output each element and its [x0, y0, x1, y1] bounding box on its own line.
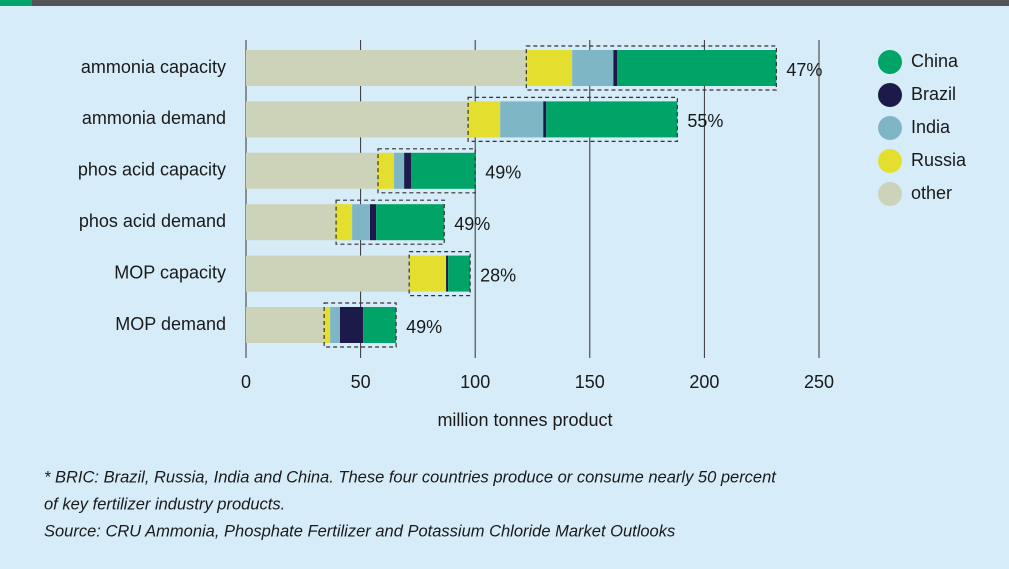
bric-share-label: 49%	[485, 163, 521, 183]
bar-segment	[617, 50, 777, 86]
bar-segment	[330, 307, 340, 343]
top-bar	[0, 0, 1009, 6]
bric-share-label: 55%	[687, 111, 723, 131]
top-accent	[0, 0, 32, 6]
bar-segment	[448, 255, 471, 292]
bar-segment	[246, 307, 325, 343]
bar-segment	[336, 204, 353, 241]
bar-segment	[500, 101, 544, 138]
bric-share-label: 49%	[454, 214, 490, 234]
bar-segment	[246, 50, 527, 86]
legend-label: China	[911, 51, 959, 71]
legend-label: other	[911, 183, 952, 203]
bric-share-label: 28%	[480, 265, 516, 285]
bar-segment	[543, 101, 547, 138]
source: Source: CRU Ammonia, Phosphate Fertilize…	[44, 522, 675, 540]
x-tick-label: 50	[351, 372, 371, 392]
bar-segment	[468, 101, 501, 138]
legend-label: India	[911, 117, 951, 137]
bric-box	[323, 302, 397, 348]
bar-segment	[613, 50, 618, 86]
legend-swatch	[878, 182, 902, 206]
legend-swatch	[878, 83, 902, 107]
bar-segment	[526, 50, 573, 86]
bric-box	[335, 199, 445, 245]
legend-swatch	[878, 149, 902, 173]
bar-segment	[546, 101, 678, 138]
bric-share-label: 47%	[786, 60, 822, 80]
x-axis-label: million tonnes product	[437, 410, 612, 430]
bar-segment	[446, 255, 449, 292]
y-tick-label: ammonia capacity	[81, 57, 226, 77]
bar-segment	[394, 152, 405, 189]
bar-segment	[378, 152, 395, 189]
x-tick-label: 150	[575, 372, 605, 392]
y-tick-label: ammonia demand	[82, 108, 226, 128]
bar-segment	[324, 307, 331, 343]
y-tick-label: phos acid capacity	[78, 160, 226, 180]
bric-box	[408, 251, 471, 297]
legend-label: Russia	[911, 150, 967, 170]
bric-box	[377, 148, 476, 194]
legend-swatch	[878, 50, 902, 74]
footnote: * BRIC: Brazil, Russia, India and China.…	[44, 468, 777, 486]
bric-box	[467, 96, 678, 143]
bar-segment	[246, 255, 410, 292]
x-tick-label: 0	[241, 372, 251, 392]
bar-segment	[363, 307, 397, 343]
y-tick-label: MOP capacity	[114, 262, 226, 282]
bar-segment	[246, 204, 337, 241]
x-tick-label: 250	[804, 372, 834, 392]
legend-label: Brazil	[911, 84, 956, 104]
bar-segment	[572, 50, 614, 86]
bar-segment	[409, 255, 447, 292]
footnote: of key fertilizer industry products.	[44, 495, 285, 513]
bar-segment	[352, 204, 370, 241]
y-tick-label: MOP demand	[115, 314, 226, 334]
bar-segment	[376, 204, 445, 241]
bar-segment	[404, 152, 412, 189]
bar-segment	[339, 307, 364, 343]
bar-segment	[246, 101, 469, 138]
bar-segment	[411, 152, 476, 189]
bric-share-label: 49%	[406, 317, 442, 337]
x-tick-label: 200	[689, 372, 719, 392]
bar-segment	[246, 152, 379, 189]
legend-swatch	[878, 116, 902, 140]
x-tick-label: 100	[460, 372, 490, 392]
y-tick-label: phos acid demand	[79, 211, 226, 231]
bar-segment	[369, 204, 377, 241]
